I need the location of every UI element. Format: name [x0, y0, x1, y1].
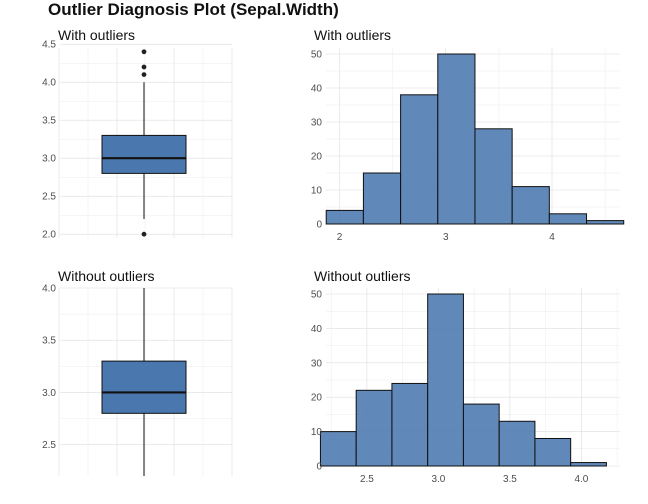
y-tick-label: 40: [311, 84, 323, 95]
histogram-bar: [391, 382, 429, 467]
histogram-bar: [319, 431, 357, 467]
panel-hist_with: [325, 48, 625, 225]
subtitle-box-without-outliers: Without outliers: [58, 268, 155, 284]
y-tick-label: 20: [311, 393, 323, 404]
histogram-bar: [437, 53, 476, 225]
x-tick-label: 4.0: [574, 474, 588, 485]
histogram-bar: [427, 293, 464, 467]
y-tick-label: 2.0: [42, 230, 56, 241]
y-tick-label: 4.0: [42, 78, 56, 89]
x-tick-label: 4: [549, 232, 555, 243]
box-iqr: [101, 360, 187, 414]
histogram-bar: [400, 94, 439, 225]
histogram-bar: [355, 389, 393, 467]
histogram-bar: [534, 437, 572, 467]
x-tick-label: 2: [337, 232, 343, 243]
y-tick-label: 10: [311, 427, 323, 438]
subtitle-hist-without-outliers: Without outliers: [314, 268, 411, 284]
outlier-point: [141, 64, 147, 70]
y-tick-label: 10: [311, 186, 323, 197]
histogram-bar: [474, 128, 513, 225]
histogram-bar: [586, 220, 625, 225]
box-iqr: [101, 134, 187, 174]
y-tick-label: 3.0: [42, 388, 56, 399]
outlier-point: [141, 72, 147, 77]
y-tick-label: 20: [311, 152, 323, 163]
y-tick-label: 0: [316, 462, 322, 473]
y-tick-label: 40: [311, 324, 323, 335]
subtitle-hist-with-outliers: With outliers: [314, 27, 392, 43]
y-tick-label: 30: [311, 118, 323, 129]
main-title: Outlier Diagnosis Plot (Sepal.Width): [48, 0, 339, 19]
x-tick-label: 3: [443, 232, 449, 243]
y-tick-label: 2.5: [42, 192, 56, 203]
y-tick-label: 3.5: [42, 336, 56, 347]
y-tick-label: 30: [311, 358, 323, 369]
y-tick-label: 3.0: [42, 154, 56, 165]
y-tick-label: 2.5: [42, 440, 56, 451]
panel-hist_without: [319, 288, 620, 467]
y-tick-label: 4.5: [42, 40, 56, 51]
outlier-point: [141, 231, 147, 237]
x-tick-label: 2.5: [360, 474, 374, 485]
x-tick-label: 3.5: [503, 474, 517, 485]
y-tick-label: 50: [311, 50, 323, 61]
histogram-bar: [325, 209, 364, 225]
y-tick-label: 3.5: [42, 116, 56, 127]
outlier-point: [141, 49, 147, 55]
x-tick-label: 3.0: [431, 474, 445, 485]
histogram-bar: [570, 462, 607, 467]
y-tick-label: 50: [311, 290, 323, 301]
histogram-bar: [498, 420, 536, 467]
subtitle-box-with-outliers: With outliers: [58, 27, 136, 43]
y-tick-label: 0: [316, 220, 322, 231]
y-tick-label: 4.0: [42, 284, 56, 295]
histogram-bar: [548, 213, 588, 225]
histogram-bar: [511, 186, 550, 225]
histogram-bar: [462, 403, 500, 467]
panel-box_without: [58, 287, 233, 476]
histogram-bar: [362, 172, 402, 225]
panel-box_with: [58, 43, 233, 238]
